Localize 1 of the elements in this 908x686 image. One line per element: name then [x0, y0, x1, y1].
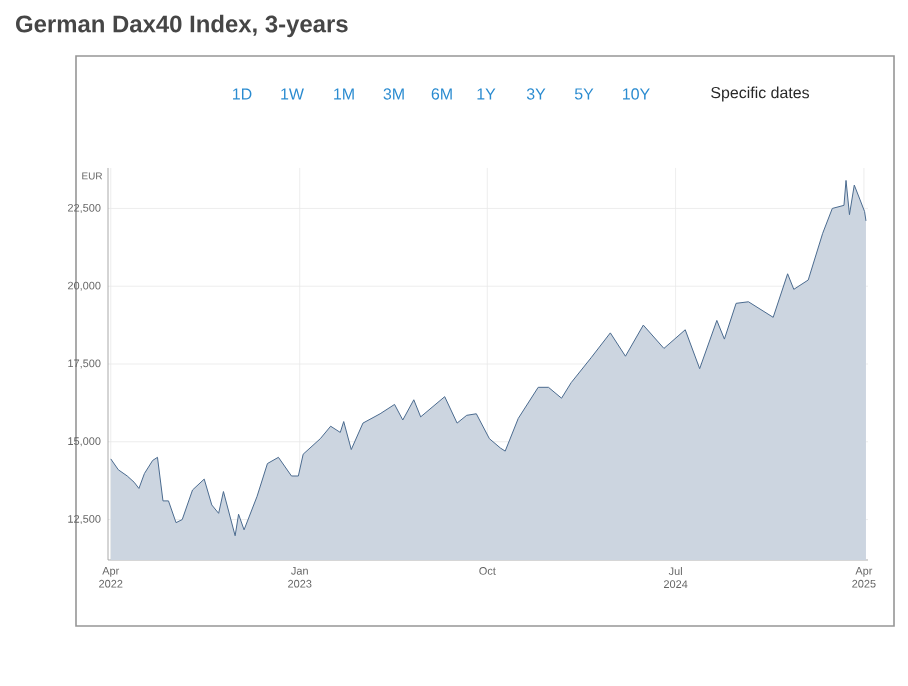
chart-title: German Dax40 Index, 3-years [16, 14, 348, 38]
